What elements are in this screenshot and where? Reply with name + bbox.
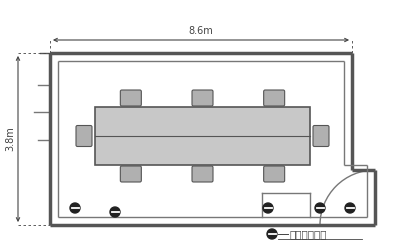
Text: 3.8m: 3.8m [5, 127, 15, 151]
Circle shape [315, 203, 325, 213]
FancyBboxPatch shape [313, 125, 329, 147]
FancyBboxPatch shape [120, 90, 141, 106]
Circle shape [263, 203, 273, 213]
Text: 8.6m: 8.6m [189, 26, 213, 36]
FancyBboxPatch shape [76, 125, 92, 147]
FancyBboxPatch shape [264, 90, 285, 106]
FancyBboxPatch shape [192, 90, 213, 106]
Bar [95, 107, 310, 165]
FancyBboxPatch shape [192, 166, 213, 182]
FancyBboxPatch shape [264, 166, 285, 182]
Circle shape [70, 203, 80, 213]
Text: 壁コンセント: 壁コンセント [290, 229, 328, 239]
Circle shape [110, 207, 120, 217]
Circle shape [267, 229, 277, 239]
FancyBboxPatch shape [120, 166, 141, 182]
Circle shape [345, 203, 355, 213]
